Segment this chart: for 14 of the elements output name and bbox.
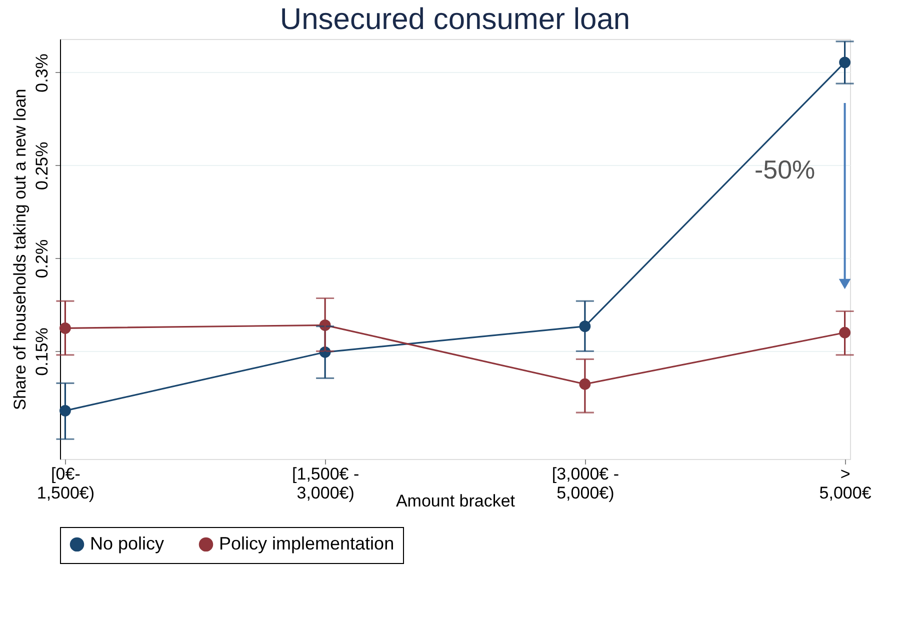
y-tick-label: 0.3%: [32, 54, 52, 92]
y-tick-label: 0.2%: [32, 239, 52, 278]
y-tick-label: 0.25%: [32, 142, 52, 190]
x-tick-label: [1,500€ - 3,000€): [292, 464, 360, 502]
x-tick-label: > 5,000€: [819, 464, 872, 502]
annotation: -50%: [754, 154, 816, 184]
y-axis-title: Share of households taking out a new loan: [10, 88, 30, 410]
x-tick-label: [3,000€ - 5,000€): [552, 464, 619, 502]
legend-label: No policy: [90, 533, 164, 554]
x-tick-label: [0€- 1,500€): [36, 464, 95, 502]
chart-title: Unsecured consumer loan: [280, 3, 630, 36]
y-tick-label: 0.15%: [32, 328, 52, 376]
legend-label: Policy implementation: [219, 533, 394, 554]
x-axis-title: Amount bracket: [396, 492, 516, 510]
